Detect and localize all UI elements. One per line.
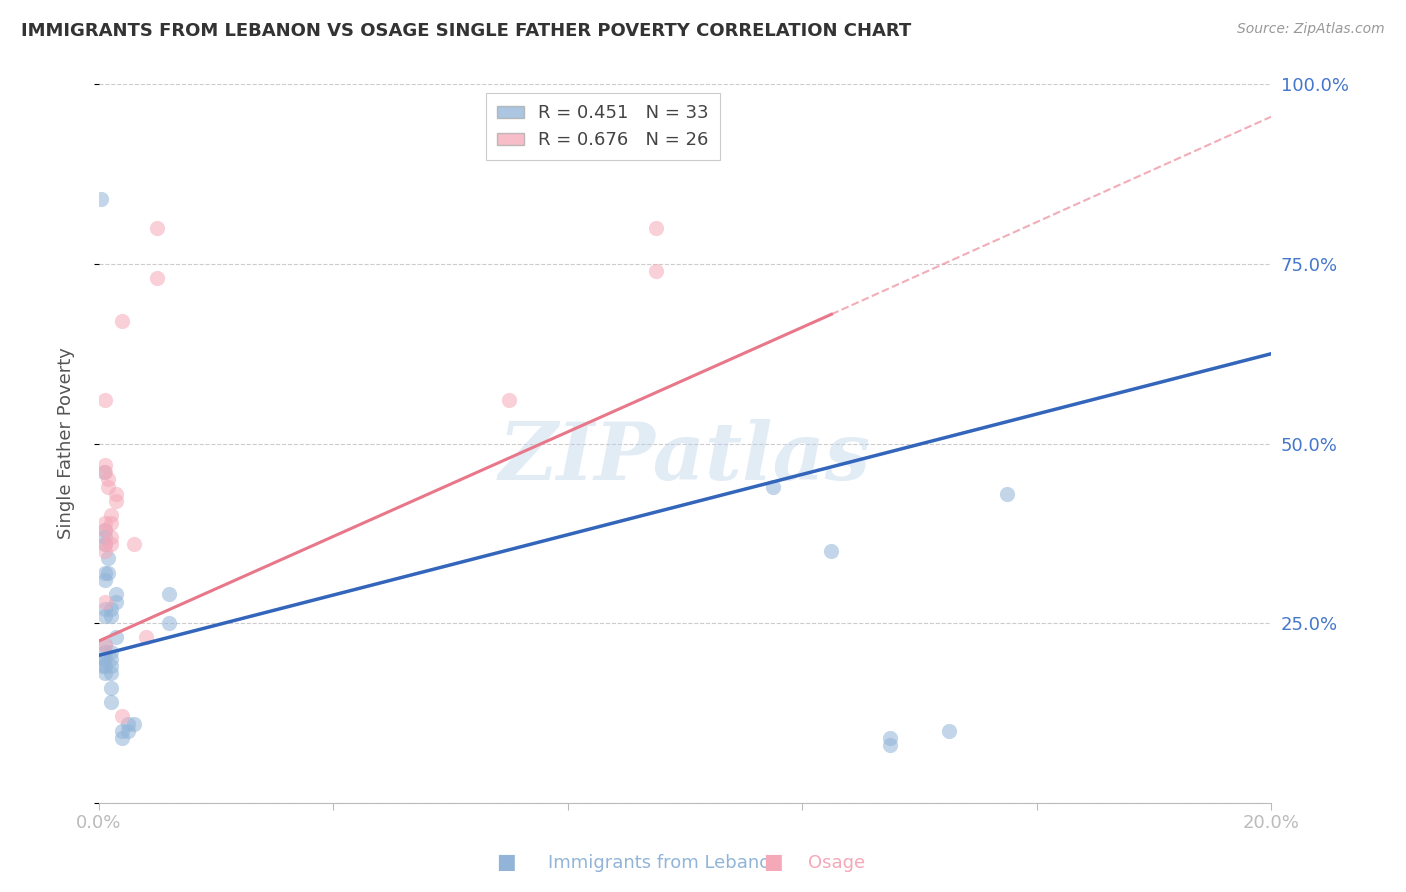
Point: [100, 666, 122, 681]
Point: [100, 681, 122, 695]
Point: [93, 652, 115, 666]
Point: [93, 458, 115, 472]
Point: [100, 652, 122, 666]
Text: Immigrants from Lebanon: Immigrants from Lebanon: [548, 855, 782, 872]
Point: [93, 544, 115, 558]
Point: [93, 608, 115, 623]
Point: [97, 566, 120, 580]
Point: [90, 192, 112, 206]
Point: [100, 608, 122, 623]
Point: [146, 221, 169, 235]
Point: [111, 709, 134, 723]
Point: [93, 573, 115, 587]
Point: [111, 731, 134, 745]
Point: [105, 587, 128, 601]
Point: [93, 516, 115, 530]
Point: [100, 537, 122, 551]
Point: [111, 723, 134, 738]
Text: Source: ZipAtlas.com: Source: ZipAtlas.com: [1237, 22, 1385, 37]
Point: [93, 537, 115, 551]
Text: ■: ■: [763, 853, 783, 872]
Point: [91, 659, 114, 673]
Point: [100, 695, 122, 709]
Y-axis label: Single Father Poverty: Single Father Poverty: [58, 348, 75, 540]
Point: [105, 594, 128, 608]
Point: [146, 271, 169, 285]
Point: [93, 566, 115, 580]
Text: IMMIGRANTS FROM LEBANON VS OSAGE SINGLE FATHER POVERTY CORRELATION CHART: IMMIGRANTS FROM LEBANON VS OSAGE SINGLE …: [21, 22, 911, 40]
Point: [100, 601, 122, 615]
Point: [93, 645, 115, 659]
Point: [117, 716, 139, 731]
Text: ZIPatlas: ZIPatlas: [499, 419, 870, 497]
Point: [105, 631, 128, 645]
Point: [93, 537, 115, 551]
Point: [135, 631, 157, 645]
Point: [879, 731, 901, 745]
Point: [100, 516, 122, 530]
Legend: R = 0.451   N = 33, R = 0.676   N = 26: R = 0.451 N = 33, R = 0.676 N = 26: [486, 94, 720, 161]
Point: [93, 638, 115, 652]
Point: [157, 587, 180, 601]
Point: [93, 465, 115, 479]
Point: [644, 264, 666, 278]
Point: [820, 544, 842, 558]
Point: [93, 594, 115, 608]
Text: ■: ■: [496, 853, 516, 872]
Point: [100, 508, 122, 523]
Point: [111, 314, 134, 328]
Point: [105, 494, 128, 508]
Point: [93, 666, 115, 681]
Point: [995, 487, 1018, 501]
Point: [100, 530, 122, 544]
Point: [93, 393, 115, 408]
Point: [105, 487, 128, 501]
Text: Osage: Osage: [808, 855, 866, 872]
Point: [97, 472, 120, 486]
Point: [122, 537, 145, 551]
Point: [122, 716, 145, 731]
Point: [93, 465, 115, 479]
Point: [93, 523, 115, 537]
Point: [100, 659, 122, 673]
Point: [762, 480, 785, 494]
Point: [93, 530, 115, 544]
Point: [97, 480, 120, 494]
Point: [97, 551, 120, 566]
Point: [93, 601, 115, 615]
Point: [117, 723, 139, 738]
Point: [498, 393, 520, 408]
Point: [91, 652, 114, 666]
Point: [100, 645, 122, 659]
Point: [938, 723, 960, 738]
Point: [93, 659, 115, 673]
Point: [157, 615, 180, 630]
Point: [644, 221, 666, 235]
Point: [93, 638, 115, 652]
Point: [879, 738, 901, 752]
Point: [93, 523, 115, 537]
